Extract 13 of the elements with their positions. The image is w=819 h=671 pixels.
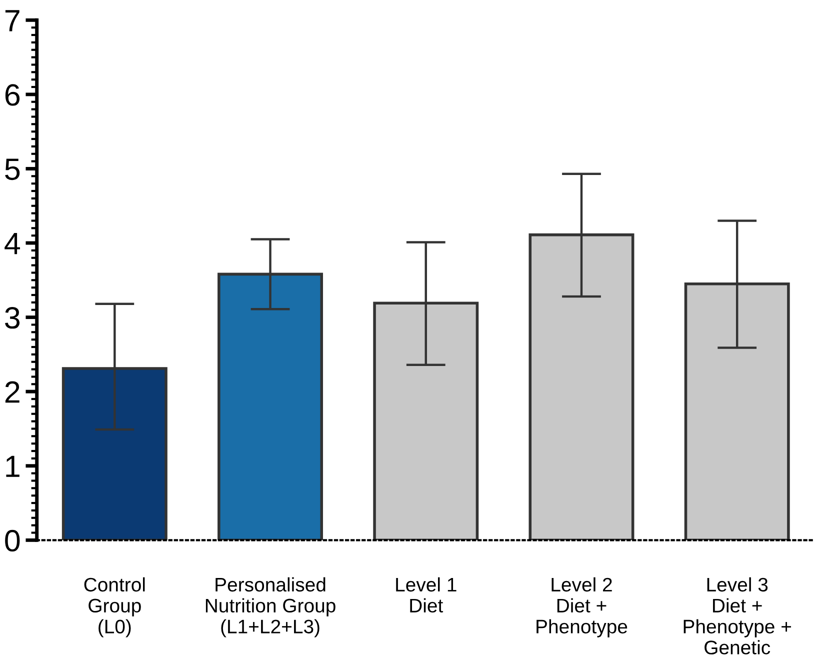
x-tick-label: Level 1 Diet	[396, 577, 456, 613]
y-tick-label: 3	[5, 307, 20, 329]
x-tick-label: Level 2 Diet + Phenotype	[536, 577, 628, 638]
x-tick-label: Level 3 Diet + Phenotype + Genetic	[684, 577, 792, 654]
x-tick-label: Personalised Nutrition Group (L1+L2+L3)	[206, 577, 336, 638]
y-tick-label: 6	[5, 84, 20, 106]
y-tick-label: 5	[5, 158, 20, 180]
y-tick-label: 0	[5, 530, 20, 552]
y-tick-label: 7	[5, 10, 20, 32]
y-tick-label: 1	[6, 456, 20, 477]
x-tick-label: Control Group (L0)	[84, 577, 145, 638]
y-tick-label: 2	[5, 381, 20, 403]
y-tick-label: 4	[4, 233, 20, 254]
